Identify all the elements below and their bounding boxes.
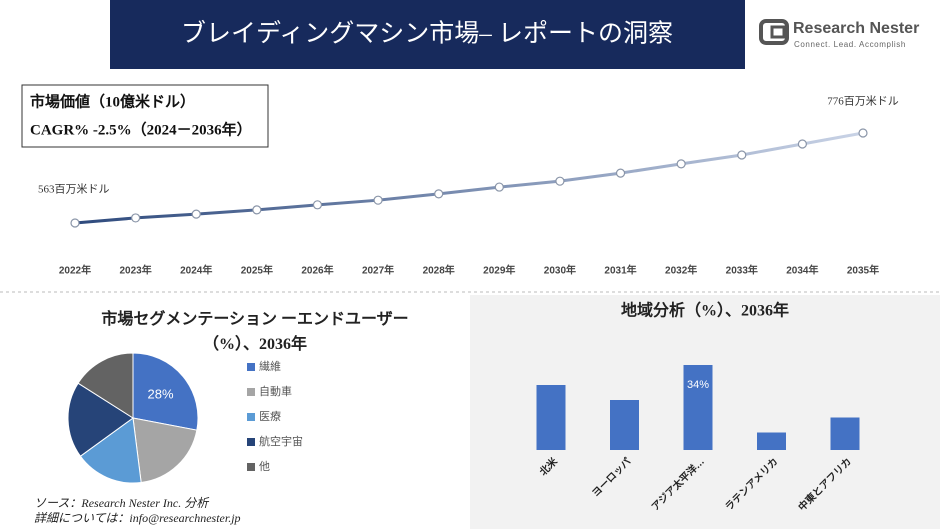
value-label: 34% xyxy=(687,379,709,391)
header-title: ブレイディングマシン市場– レポートの洞察 xyxy=(181,20,673,48)
info-text: CAGR% -2.5%（2024－2036年） xyxy=(30,120,252,138)
value-label: 563百万米ドル xyxy=(38,183,110,196)
x-tick-label: 2022年 xyxy=(59,264,91,277)
x-tick-label: 2024年 xyxy=(180,264,212,277)
point xyxy=(191,209,201,219)
value-label: 28% xyxy=(148,387,174,402)
pie-title: 市場セグメンテーション ーエンドユーザー（%）、2036年 xyxy=(101,311,409,353)
pie-title-box: 市場セグメンテーション ーエンドユーザー（%）、2036年 xyxy=(101,311,409,353)
x-tick-label: 2027年 xyxy=(362,264,394,277)
logo-text: Research Nester xyxy=(793,20,919,37)
legend-label: 自動車 xyxy=(259,384,292,398)
x-tick-label: 2026年 xyxy=(301,264,333,277)
pie-slice xyxy=(132,417,198,484)
bar xyxy=(610,400,639,450)
bar xyxy=(683,365,713,450)
bar xyxy=(830,417,860,450)
point xyxy=(615,168,626,178)
legend-label: 医療 xyxy=(259,409,281,423)
point xyxy=(434,189,444,199)
legend-label: 繊維 xyxy=(259,360,281,373)
x-tick-label: 2023年 xyxy=(119,264,151,277)
point xyxy=(70,218,80,228)
info-text: 市場価値（10億米ドル） xyxy=(30,92,195,110)
line xyxy=(74,131,864,225)
logo: Research Nester Connect. Lead. Accomplis… xyxy=(759,19,919,49)
header-band xyxy=(110,0,745,69)
point xyxy=(494,182,504,192)
bar xyxy=(536,385,566,450)
x-tick-label: 2035年 xyxy=(847,264,879,277)
legend-swatch xyxy=(247,413,255,421)
x-tick-label: 2032年 xyxy=(665,264,697,277)
point xyxy=(373,195,383,205)
bar xyxy=(757,432,786,450)
logo-icon xyxy=(759,19,789,45)
pie-slice xyxy=(79,417,142,484)
pie-slice xyxy=(132,352,199,431)
contact: 詳細については：info@researchnester.jp xyxy=(34,511,241,525)
x-tick-label: 2033年 xyxy=(726,264,758,277)
x-tick-label: 2029年 xyxy=(483,264,515,277)
point xyxy=(676,159,686,169)
value-label: 776百万米ドル xyxy=(827,95,899,108)
logo-tagline: Connect. Lead. Accomplish xyxy=(794,40,906,49)
legend-swatch xyxy=(247,363,255,371)
x-tick-label: 2034年 xyxy=(786,264,818,277)
bar-title: 地域分析（%）、2036年 xyxy=(621,301,789,320)
point xyxy=(312,200,323,210)
x-tick-label: 2031年 xyxy=(604,264,636,277)
pie-slice xyxy=(77,352,134,419)
point xyxy=(858,128,868,138)
point xyxy=(252,205,262,215)
point xyxy=(797,139,807,149)
x-tick-label: 2028年 xyxy=(423,264,455,277)
legend-swatch xyxy=(247,388,255,396)
legend-swatch xyxy=(247,438,255,446)
x-tick-label: 2025年 xyxy=(241,264,273,277)
point xyxy=(131,213,141,223)
legend-label: 他 xyxy=(259,460,270,473)
legend-label: 航空宇宙 xyxy=(259,434,303,448)
info-box xyxy=(21,84,269,148)
point xyxy=(555,176,565,186)
legend-swatch xyxy=(247,463,255,471)
x-tick-label: 2030年 xyxy=(544,264,576,277)
source: ソース：Research Nester Inc. 分析 xyxy=(34,496,210,510)
pie-slice xyxy=(67,382,134,457)
logo-icon xyxy=(770,25,786,39)
point xyxy=(737,150,747,160)
